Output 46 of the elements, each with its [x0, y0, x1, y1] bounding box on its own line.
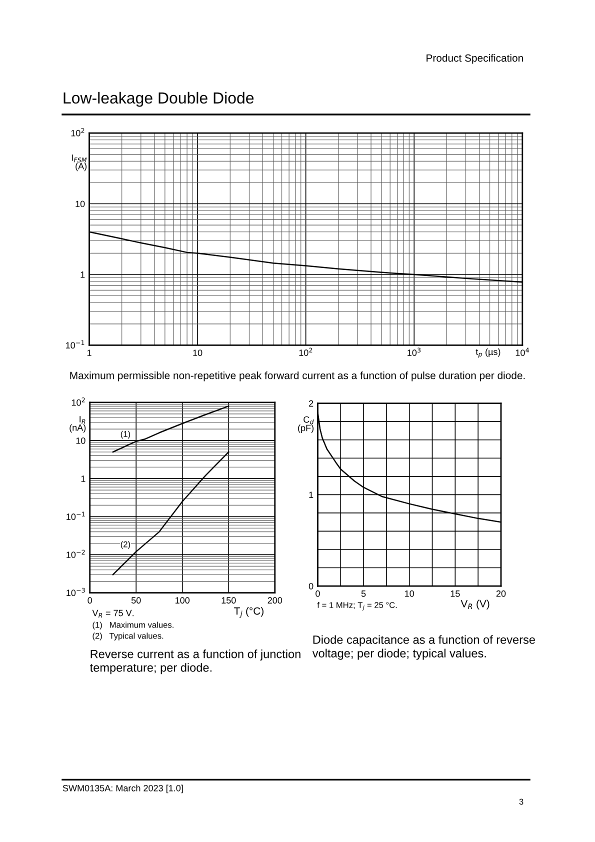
y-tick-label: 10$^{2}$: [72, 398, 85, 406]
x-tick-label: 5: [361, 590, 366, 597]
x-tick-label: 100: [176, 597, 190, 604]
x-tick-label: 50: [131, 597, 141, 604]
y-tick-label: 10$^{−3}$: [66, 588, 85, 596]
x-tick-label: 10: [193, 350, 202, 356]
text: Reverse current as a function of junction temperature; per diode.: [90, 650, 300, 674]
y-tick-label: 0: [308, 583, 314, 590]
series-label: (1): [120, 430, 130, 439]
y-tick-label: 1: [80, 272, 85, 278]
text: Diode capacitance as a function of reverse voltage; per diode; typical values.: [312, 635, 535, 660]
y-axis-title: I$_{R}$ (nA): [70, 416, 86, 433]
y-tick-label: 10$^{−2}$: [66, 550, 85, 558]
x-tick-label: 200: [268, 597, 282, 604]
y-axis-title: C$_{d}$ (pF): [298, 416, 314, 433]
x-tick-label: 10$^{4}$: [516, 348, 529, 356]
text: (2) Typical values.: [92, 632, 164, 640]
x-tick-label: 150: [222, 597, 236, 604]
text: Product Specification: [426, 54, 523, 64]
text: (1) Maximum values.: [92, 622, 174, 630]
y-tick-label: 1: [309, 492, 314, 498]
x-tick-label: 10: [405, 590, 414, 597]
text: 3: [519, 798, 524, 805]
y-tick-label: 10$^{2}$: [71, 128, 84, 136]
x-tick-label: 20: [496, 590, 506, 597]
x-tick-label: 0: [88, 597, 92, 604]
x-axis-title: t$_{p}$ (µs): [476, 348, 500, 358]
y-tick-label: 10$^{−1}$: [66, 512, 85, 520]
y-tick-label: 2: [308, 400, 314, 407]
text: f = 1 MHz; T$_{j}$ = 25 °C.: [317, 602, 397, 611]
text: Maximum permissible non-repetitive peak forward current as a function of pulse duration per diode.: [70, 372, 525, 382]
x-tick-label: 0: [316, 590, 320, 597]
x-axis-title: T$_{j}$ (°C): [234, 607, 264, 618]
y-axis-title: I$_{FSM}$ (A): [72, 154, 87, 172]
series-label: (2): [120, 541, 130, 549]
x-tick-label: 1: [87, 350, 92, 356]
text: SWM0135A: March 2023 [1.0]: [62, 784, 183, 794]
text: Low-leakage Double Diode: [64, 92, 254, 107]
y-tick-label: 10$^{−1}$: [66, 340, 84, 349]
x-tick-label: 15: [450, 590, 460, 597]
y-tick-label: 10: [76, 200, 85, 208]
text: V$_{R}$ = 75 V.: [92, 610, 134, 618]
x-tick-label: 10$^{3}$: [408, 348, 421, 356]
y-tick-label: 10: [76, 438, 86, 444]
y-tick-label: 1: [81, 476, 86, 482]
x-axis-title: V$_{R}$ (V): [460, 600, 490, 610]
